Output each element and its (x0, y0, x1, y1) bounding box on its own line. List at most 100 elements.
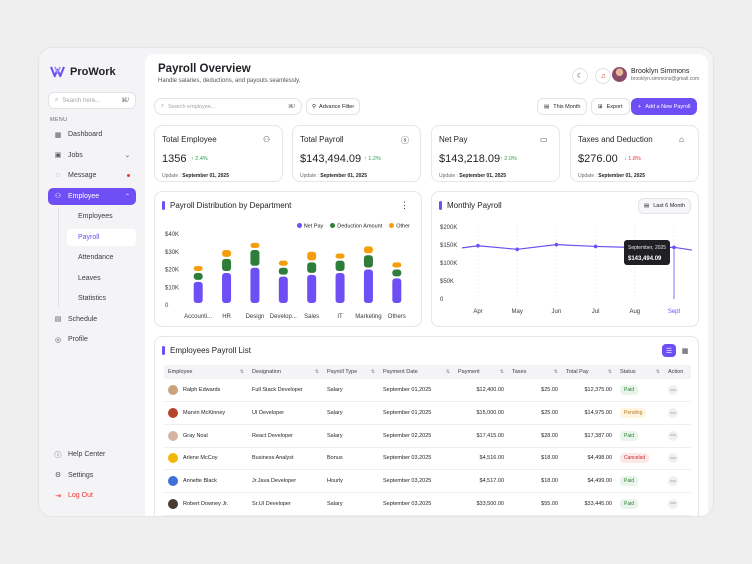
cell-payment-date: September 03,2025 (379, 492, 454, 516)
period-label: This Month (553, 103, 581, 110)
table-row[interactable]: Robert Downey Jr. Sr.UI Developer Salary… (164, 492, 691, 516)
list-view-button[interactable]: ☰ (662, 344, 676, 357)
bar-net-pay (222, 273, 232, 303)
x-tick-label: Jul (592, 309, 600, 315)
users-icon: ⚇ (54, 193, 62, 200)
cell-taxes: $18.00 (508, 469, 562, 493)
stat-card-total-payroll: Total Payroll ⓢ $143,494.09 ↑ 1.2% Updat… (292, 125, 421, 182)
stat-update: Update : September 01, 2025 (162, 173, 229, 179)
stat-change: ↑ 2.4% (191, 156, 208, 162)
more-options-icon[interactable]: ⋮ (400, 200, 409, 210)
x-tick-label: Aug (629, 309, 640, 315)
table-row[interactable]: Ralph Edwards Full Stack Developer Salar… (164, 379, 691, 403)
col-taxes[interactable]: Taxes ⇅ (508, 365, 562, 379)
cell-taxes: $25.00 (508, 379, 562, 403)
filter-label: Advance Filter (319, 103, 355, 110)
more-actions-button[interactable]: ⋯ (668, 385, 678, 396)
table-row[interactable]: Arlene McCoy Business Analyst Bonus Sept… (164, 447, 691, 471)
unread-dot (127, 174, 130, 177)
cell-employee: Gray Noal (164, 424, 248, 448)
employee-name: Marvin McKinney (183, 410, 226, 417)
sidebar-item-label: Message (68, 172, 97, 179)
cell-employee: Arlene McCoy (164, 447, 248, 471)
employee-search-input[interactable]: ⌕ Search employee... ⌘/ (154, 98, 302, 115)
table-row[interactable]: Gray Noal React Developer Salary Septemb… (164, 424, 691, 448)
user-icon: ◎ (54, 336, 62, 344)
grid-icon: ▦ (54, 131, 62, 139)
help-icon: ⓘ (54, 451, 62, 459)
sidebar-item-message[interactable]: ◌ Message (48, 167, 136, 184)
col-action: Action (664, 365, 691, 379)
sidebar-item-profile[interactable]: ◎ Profile (48, 331, 136, 348)
sidebar-item-dashboard[interactable]: ▦ Dashboard (48, 126, 136, 143)
submenu-employees[interactable]: Employees (78, 213, 113, 220)
sidebar-item-jobs[interactable]: ▣ Jobs ⌄ (48, 147, 136, 164)
sidebar-item-label: Employee (68, 192, 100, 200)
sidebar-item-logout[interactable]: ⇥ Log Out (48, 487, 136, 504)
more-actions-button[interactable]: ⋯ (668, 430, 678, 441)
table-row[interactable]: Marvin McKinney UI Developer Salary Sept… (164, 401, 691, 425)
avatar (168, 498, 178, 509)
y-tick-label: $30K (165, 250, 179, 256)
cell-payment: $4,516.00 (454, 447, 508, 471)
search-placeholder: Search here... (62, 97, 101, 104)
tooltip-date: September, 2025 (628, 245, 666, 251)
add-payroll-button[interactable]: + Add a New Payroll (631, 98, 698, 115)
advance-filter-button[interactable]: ⚲ Advance Filter (306, 98, 361, 115)
more-actions-button[interactable]: ⋯ (668, 453, 678, 464)
cell-total-pay: $14,975.00 (562, 401, 616, 425)
col-payment-date[interactable]: Payment Date ⇅ (379, 365, 454, 379)
avatar (612, 67, 627, 82)
data-point (515, 247, 519, 252)
submenu-leaves[interactable]: Leaves (78, 274, 101, 282)
bar-other (307, 251, 317, 261)
export-button[interactable]: ⊞ Export (591, 98, 630, 115)
user-menu[interactable]: Brooklyn Simmons brooklyn.simmons@gmail.… (612, 67, 699, 82)
sidebar-search-input[interactable]: ⌕ Search here... ⌘/ (48, 92, 136, 109)
sidebar-item-settings[interactable]: ⚙ Settings (48, 467, 136, 484)
bell-icon: ♫ (600, 72, 606, 80)
col-employee[interactable]: Employee ⇅ (164, 365, 248, 379)
status-badge: Pending (620, 408, 647, 419)
brand-logo[interactable]: ProWork (50, 65, 136, 78)
sidebar-bottom: ⓘ Help Center ⚙ Settings ⇥ Log Out (48, 446, 136, 508)
col-total-pay[interactable]: Total Pay ⇅ (562, 365, 616, 379)
status-badge: Paid (620, 476, 639, 487)
stat-value: $276.00 (578, 153, 618, 165)
more-actions-button[interactable]: ⋯ (668, 408, 678, 419)
sidebar-item-schedule[interactable]: ▤ Schedule (48, 311, 136, 328)
cell-payment-date: September 03,2025 (379, 447, 454, 471)
bar-net-pay (363, 269, 373, 303)
col-payment[interactable]: Payment ⇅ (454, 365, 508, 379)
avatar (168, 476, 178, 487)
chat-icon: ◌ (55, 172, 61, 179)
sidebar-item-help-center[interactable]: ⓘ Help Center (48, 446, 136, 463)
submenu-statistics[interactable]: Statistics (78, 295, 107, 302)
cell-taxes: $55.00 (508, 492, 562, 516)
more-actions-button[interactable]: ⋯ (668, 498, 678, 509)
sidebar-item-label: Jobs (68, 151, 83, 159)
theme-toggle-button[interactable]: ☾ (572, 68, 588, 84)
avatar (168, 430, 178, 441)
col-designation[interactable]: Designation ⇅ (248, 365, 323, 379)
cell-employee: Ralph Edwards (164, 379, 248, 403)
status-badge: Paid (620, 498, 639, 509)
more-actions-button[interactable]: ⋯ (668, 476, 678, 487)
period-select[interactable]: ▤ Last 6 Month (638, 198, 691, 214)
grid-view-button[interactable]: ▦ (678, 344, 692, 357)
col-status[interactable]: Status ⇅ (616, 365, 664, 379)
submenu-attendance[interactable]: Attendance (78, 254, 114, 261)
main-content: Payroll Overview Handle salaries, deduct… (145, 54, 708, 516)
x-tick-label: Others (388, 314, 406, 320)
this-month-button[interactable]: ▤ This Month (537, 98, 588, 115)
y-tick-label: 0 (440, 297, 444, 303)
payroll-table: Employee ⇅ Designation ⇅ Payroll Type ⇅ Pay… (164, 365, 691, 516)
submenu-payroll[interactable]: Payroll (67, 228, 136, 246)
notifications-button[interactable]: ♫ (595, 68, 611, 84)
app-window: ProWork ⌕ Search here... ⌘/ MENU ▦ Dashb… (38, 47, 714, 517)
table-row[interactable]: Annette Black Jr.Java Developer Hourly S… (164, 469, 691, 493)
cell-total-pay: $12,375.00 (562, 379, 616, 403)
sidebar-item-employee[interactable]: ⚇ Employee ⌃ (48, 187, 136, 205)
col-payroll-type[interactable]: Payroll Type ⇅ (323, 365, 379, 379)
data-point (476, 243, 480, 248)
